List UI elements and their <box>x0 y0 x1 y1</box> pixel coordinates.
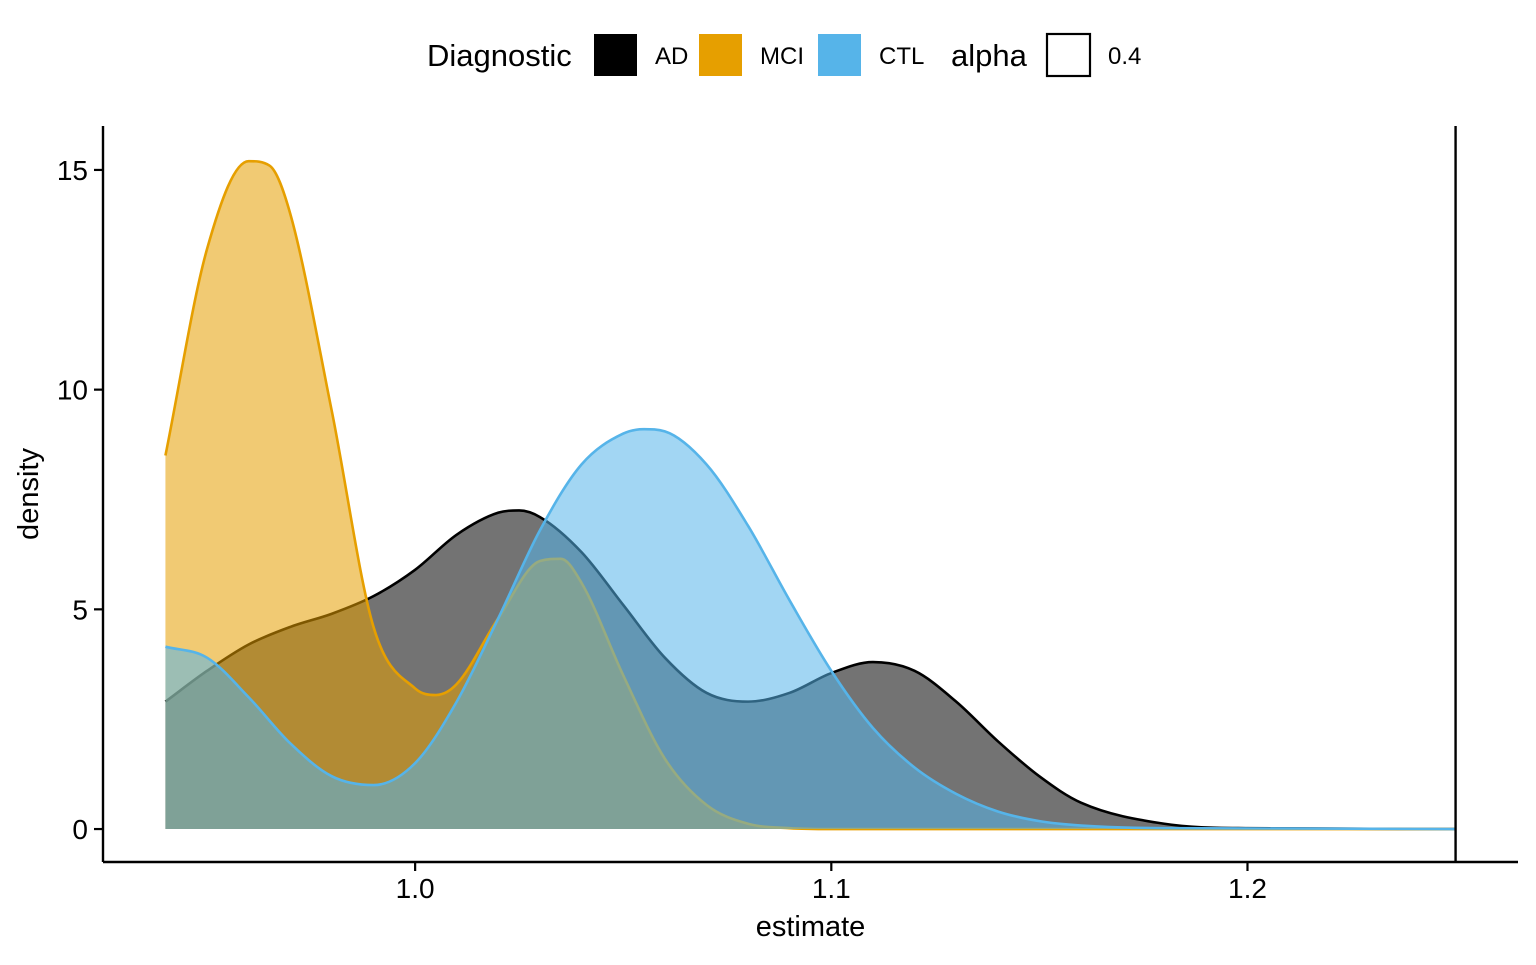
x-tick-label: 1.2 <box>1228 873 1267 904</box>
plot-area <box>164 159 1456 831</box>
legend-label: CTL <box>879 43 924 70</box>
x-tick-label: 1.1 <box>812 873 851 904</box>
legend-label: 0.4 <box>1108 43 1141 70</box>
legend-title-alpha: alpha <box>951 38 1028 73</box>
legend: Diagnostic AD MCI CTL alpha 0.4 <box>427 32 1141 78</box>
y-tick-label: 5 <box>72 594 88 625</box>
x-axis-title: estimate <box>756 911 866 943</box>
density-area-ctl <box>165 429 1456 830</box>
legend-label: MCI <box>760 43 804 70</box>
legend-title-diagnostic: Diagnostic <box>427 38 572 73</box>
x-tick-label: 1.0 <box>396 873 435 904</box>
legend-key-ad <box>594 34 637 76</box>
y-axis-title: density <box>13 448 45 540</box>
legend-key-mci <box>699 34 742 76</box>
axes: 0 5 10 15 1.0 1.1 1.2 estimate density <box>13 126 1518 943</box>
y-tick-label: 0 <box>72 814 88 845</box>
y-tick-label: 15 <box>57 155 88 186</box>
legend-key-ctl <box>818 34 861 76</box>
density-line-ctl <box>165 427 1456 831</box>
legend-label: AD <box>655 43 688 70</box>
y-tick-label: 10 <box>57 375 88 406</box>
legend-key-0-4 <box>1045 32 1092 78</box>
